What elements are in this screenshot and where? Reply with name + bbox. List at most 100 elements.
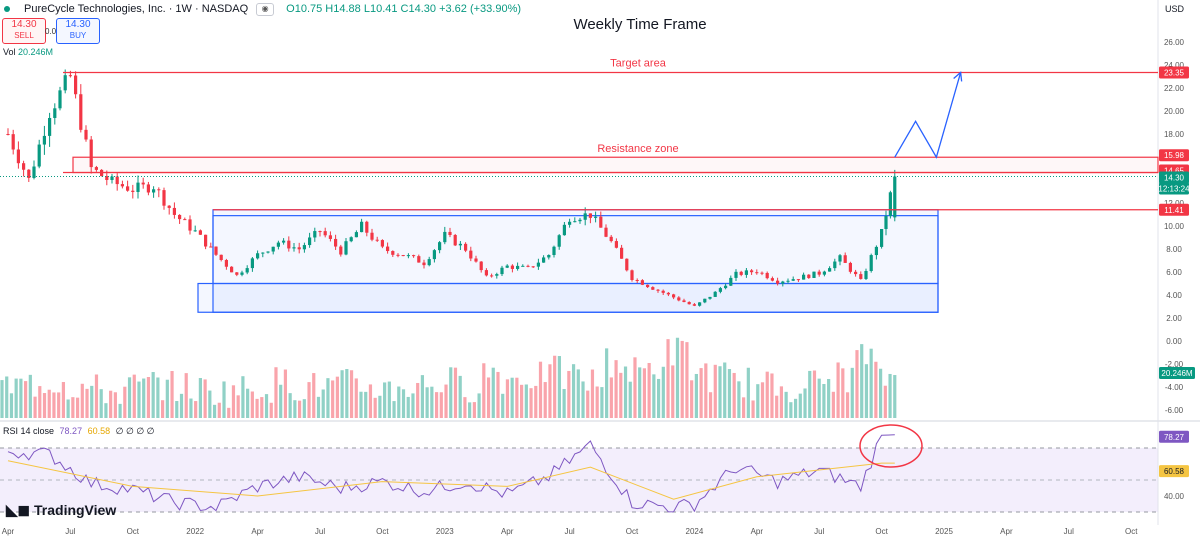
candle-body (370, 232, 374, 240)
time-tick-label: Apr (1000, 527, 1013, 536)
candle-body (770, 278, 774, 281)
ohlc-readout: O10.75 H14.88 L10.41 C14.30 +3.62 (+33.9… (286, 3, 522, 15)
target-price-badge-bg (1159, 66, 1189, 79)
candle-body (677, 297, 681, 301)
volume-bar (241, 376, 245, 418)
volume-bar (817, 378, 821, 418)
candle-body (781, 281, 785, 284)
volume-bar (671, 365, 675, 418)
candle-body (89, 139, 93, 168)
candle-body (360, 221, 364, 233)
volume-bar (373, 397, 377, 418)
volume-bar (283, 369, 288, 418)
candle-body (105, 176, 109, 180)
volume-bar (430, 386, 434, 418)
candle-body (417, 256, 421, 263)
candle-body (365, 221, 369, 233)
volume-bar (66, 399, 70, 418)
volume-bar (349, 370, 354, 418)
countdown-badge: 12:13:24 (1158, 185, 1190, 194)
candle-body (349, 237, 353, 242)
candle-body (256, 253, 260, 259)
candle-body (209, 246, 213, 248)
buy-button[interactable]: 14.30 BUY (56, 18, 100, 44)
currency-selector[interactable]: USD (1165, 4, 1185, 14)
volume-bar (751, 400, 755, 418)
volume-bar (798, 393, 802, 418)
candle-body (339, 246, 343, 255)
volume-legend[interactable]: Vol 20.246M (3, 47, 53, 57)
candle-body (401, 255, 405, 257)
time-tick-label: Apr (2, 527, 15, 536)
candle-body (802, 274, 806, 280)
volume-bar (756, 384, 760, 418)
volume-bar (855, 350, 859, 418)
rsi-legend[interactable]: RSI 14 close 78.27 60.58 ∅ ∅ ∅ ∅ (3, 426, 155, 437)
volume-bar (694, 373, 698, 418)
volume-bar (392, 401, 396, 418)
candle-body (479, 261, 483, 271)
sell-button[interactable]: 14.30 SELL (2, 18, 46, 44)
candle-body (427, 259, 431, 266)
candle-body (287, 240, 291, 249)
logo-text: TradingView (34, 502, 117, 518)
countdown-badge-bg (1159, 182, 1189, 195)
volume-bar (874, 361, 878, 418)
time-tick-label: 2022 (186, 527, 204, 536)
candle-body (822, 271, 826, 275)
candle-body (848, 262, 852, 272)
candle-body (750, 270, 754, 273)
volume-bar (293, 400, 297, 418)
volume-bar (203, 379, 207, 418)
volume-bar (406, 396, 410, 418)
candle-body (656, 289, 660, 291)
visibility-toggle-icon[interactable]: ◉ (256, 2, 275, 16)
volume-bar (510, 377, 514, 418)
time-tick-label: Apr (251, 527, 264, 536)
volume-bar (760, 382, 765, 418)
candle-body (406, 255, 410, 257)
volume-bar (666, 339, 670, 418)
candle-body (74, 75, 78, 95)
volume-bar (364, 391, 368, 418)
volume-label: Vol (3, 47, 16, 57)
candle-body (6, 134, 10, 135)
volume-bar (246, 388, 250, 418)
volume-bar (411, 393, 415, 418)
candle-body (235, 272, 239, 275)
volume-bar (614, 360, 618, 418)
candle-body (230, 266, 234, 273)
candle-body (510, 265, 514, 269)
volume-bar (250, 391, 254, 418)
volume-bar (137, 381, 141, 418)
candle-body (302, 245, 306, 250)
candle-body (412, 255, 416, 257)
volume-bar (656, 378, 661, 418)
time-tick-label: Apr (751, 527, 764, 536)
volume-bar (562, 389, 566, 418)
symbol-title[interactable]: PureCycle Technologies, Inc. · 1W · NASD… (24, 3, 249, 15)
candle-body (718, 288, 722, 292)
price-tick-label: 4.00 (1166, 291, 1182, 300)
time-tick-label: Jul (564, 527, 574, 536)
candle-body (141, 182, 145, 185)
candle-body (391, 251, 395, 255)
volume-bar (269, 402, 273, 418)
candle-body (453, 234, 457, 246)
candle-body (261, 252, 265, 254)
candle-body (672, 294, 676, 298)
volume-bar (713, 364, 717, 418)
candle-body (599, 216, 603, 228)
volume-bar (189, 398, 193, 418)
candle-body (219, 254, 223, 261)
candle-body (552, 246, 556, 256)
candle-body (542, 257, 546, 263)
candle-body (375, 239, 379, 241)
volume-bar (127, 377, 132, 418)
candle-body (874, 246, 878, 256)
volume-bar (638, 367, 642, 418)
rsi-ma-line (7, 460, 895, 500)
candle-body (698, 302, 702, 306)
